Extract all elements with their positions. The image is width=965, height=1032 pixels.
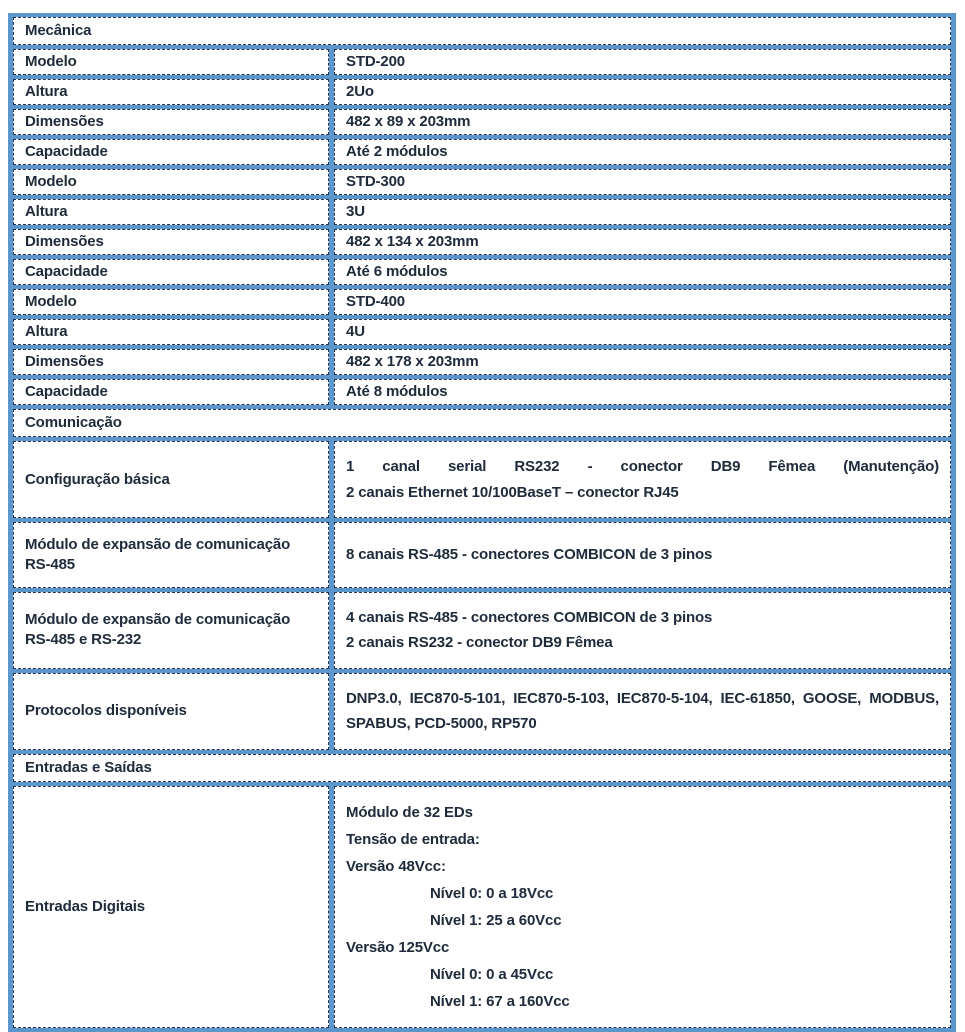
spec-row: Módulo de expansão de comunicação RS-485… bbox=[13, 591, 951, 669]
spec-value-cell: DNP3.0, IEC870-5-101, IEC870-5-103, IEC8… bbox=[334, 672, 951, 750]
spec-value-cell: 4 canais RS-485 - conectores COMBICON de… bbox=[334, 591, 951, 669]
spec-value-cell: 2Uo bbox=[334, 79, 951, 105]
value-line: Nível 1: 25 a 60Vcc bbox=[430, 911, 562, 929]
spec-label-cell: Altura bbox=[13, 79, 329, 105]
spec-row: Protocolos disponíveis DNP3.0, IEC870-5-1… bbox=[13, 672, 951, 750]
spec-value-cell: STD-400 bbox=[334, 289, 951, 315]
spec-value-cell: Até 6 módulos bbox=[334, 259, 951, 285]
value-line: 1 canal serial RS232 - conector DB9 Fême… bbox=[346, 458, 939, 475]
spec-table-body: Mecânica Modelo STD-200 Altura 2Uo Dimensões 4… bbox=[13, 17, 951, 1028]
value-line: Nível 0: 0 a 45Vcc bbox=[430, 965, 554, 983]
spec-label-cell: Dimensões bbox=[13, 349, 329, 375]
spec-value-cell: 8 canais RS-485 - conectores COMBICON de… bbox=[334, 522, 951, 588]
value-line: Módulo de 32 EDs bbox=[346, 803, 473, 821]
value-line: 2 canais Ethernet 10/100BaseT – conector… bbox=[346, 483, 679, 501]
spec-value-cell: 3U bbox=[334, 199, 951, 225]
spec-table: Mecânica Modelo STD-200 Altura 2Uo Dimensões 4… bbox=[8, 13, 956, 1032]
spec-row: Altura 4U bbox=[13, 319, 951, 345]
spec-row: Capacidade Até 6 módulos bbox=[13, 259, 951, 285]
spec-value-cell: Até 2 módulos bbox=[334, 139, 951, 165]
value-line: Versão 48Vcc: bbox=[346, 857, 446, 875]
spec-label-cell: Modelo bbox=[13, 169, 329, 195]
spec-label-cell: Dimensões bbox=[13, 109, 329, 135]
spec-label-cell: Capacidade bbox=[13, 259, 329, 285]
spec-row: Capacidade Até 8 módulos bbox=[13, 379, 951, 405]
spec-label-cell: Altura bbox=[13, 199, 329, 225]
spec-label-cell: Altura bbox=[13, 319, 329, 345]
spec-label-cell: Dimensões bbox=[13, 229, 329, 255]
spec-label-cell: Capacidade bbox=[13, 379, 329, 405]
spec-row: Capacidade Até 2 módulos bbox=[13, 139, 951, 165]
spec-row: Dimensões 482 x 134 x 203mm bbox=[13, 229, 951, 255]
section-row: Comunicação bbox=[13, 409, 951, 437]
spec-row: Dimensões 482 x 178 x 203mm bbox=[13, 349, 951, 375]
value-line: Tensão de entrada: bbox=[346, 830, 480, 848]
spec-row: Modelo STD-300 bbox=[13, 169, 951, 195]
spec-row: Modelo STD-200 bbox=[13, 49, 951, 75]
value-line: Versão 125Vcc bbox=[346, 938, 450, 956]
spec-value-cell: 4U bbox=[334, 319, 951, 345]
spec-label-cell: Entradas Digitais bbox=[13, 785, 329, 1028]
spec-row: Dimensões 482 x 89 x 203mm bbox=[13, 109, 951, 135]
value-line: DNP3.0, IEC870-5-101, IEC870-5-103, IEC8… bbox=[346, 689, 939, 733]
spec-label-cell: Protocolos disponíveis bbox=[13, 672, 329, 750]
value-line: 8 canais RS-485 - conectores COMBICON de… bbox=[346, 546, 713, 564]
spec-value-cell: 1 canal serial RS232 - conector DB9 Fême… bbox=[334, 441, 951, 518]
spec-value-cell: 482 x 134 x 203mm bbox=[334, 229, 951, 255]
section-row: Mecânica bbox=[13, 17, 951, 45]
value-line: Nível 1: 67 a 160Vcc bbox=[430, 992, 570, 1010]
spec-value-cell: 482 x 89 x 203mm bbox=[334, 109, 951, 135]
spec-label-cell: Configuração básica bbox=[13, 441, 329, 518]
spec-label-cell: Módulo de expansão de comunicação RS-485… bbox=[13, 591, 329, 669]
spec-row: Módulo de expansão de comunicação RS-485… bbox=[13, 522, 951, 588]
spec-row: Modelo STD-400 bbox=[13, 289, 951, 315]
section-header-cell: Mecânica bbox=[13, 17, 951, 45]
spec-label-cell: Capacidade bbox=[13, 139, 329, 165]
value-line: Nível 0: 0 a 18Vcc bbox=[430, 884, 554, 902]
spec-value-cell: Módulo de 32 EDs Tensão de entrada: Versão… bbox=[334, 785, 951, 1028]
spec-value-cell: Até 8 módulos bbox=[334, 379, 951, 405]
value-line: 2 canais RS232 - conector DB9 Fêmea bbox=[346, 634, 613, 652]
value-line: 4 canais RS-485 - conectores COMBICON de… bbox=[346, 608, 713, 626]
spec-label-cell: Módulo de expansão de comunicação RS-485 bbox=[13, 522, 329, 588]
spec-value-cell: 482 x 178 x 203mm bbox=[334, 349, 951, 375]
spec-row: Configuração básica 1 canal serial RS232 … bbox=[13, 441, 951, 518]
section-header-cell: Comunicação bbox=[13, 409, 951, 437]
spec-row: Altura 3U bbox=[13, 199, 951, 225]
spec-value-cell: STD-300 bbox=[334, 169, 951, 195]
spec-label-cell: Modelo bbox=[13, 289, 329, 315]
spec-label-cell: Modelo bbox=[13, 49, 329, 75]
spec-row: Entradas Digitais Módulo de 32 EDs Tensão … bbox=[13, 785, 951, 1028]
spec-value-cell: STD-200 bbox=[334, 49, 951, 75]
section-row: Entradas e Saídas bbox=[13, 753, 951, 782]
section-header-cell: Entradas e Saídas bbox=[13, 753, 951, 782]
spec-row: Altura 2Uo bbox=[13, 79, 951, 105]
